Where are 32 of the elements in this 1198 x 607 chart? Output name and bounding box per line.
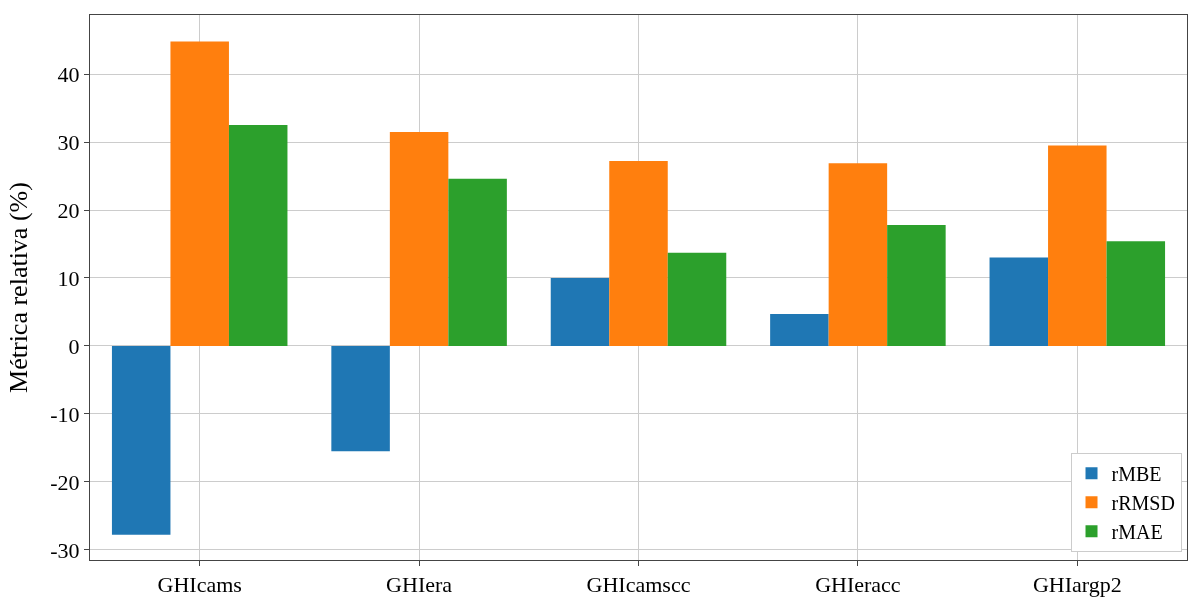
bar: [989, 257, 1049, 346]
bar: [1106, 241, 1166, 346]
bar: [770, 314, 829, 346]
y-tick-label: 30: [57, 129, 80, 155]
x-tick-label: GHIeracc: [815, 572, 901, 598]
y-tick-label: -10: [50, 401, 80, 427]
y-tick-label: -30: [50, 537, 80, 563]
bar: [667, 252, 727, 346]
bar: [448, 178, 507, 346]
bar: [609, 161, 668, 346]
y-tick-label: 10: [57, 265, 80, 291]
y-tick-label: -20: [50, 469, 80, 495]
x-tick-label: GHIcamscc: [586, 572, 691, 598]
legend-label: rRMSD: [1111, 492, 1175, 515]
bar: [331, 345, 390, 452]
bar: [550, 277, 610, 346]
bar: [887, 224, 946, 346]
bar: [828, 163, 888, 346]
bar: [1048, 145, 1107, 346]
x-tick-label: GHIcams: [157, 572, 242, 598]
x-tick-label: GHIargp2: [1032, 572, 1122, 598]
bar: [111, 345, 171, 535]
legend-label: rMAE: [1111, 521, 1163, 544]
x-tick-label: GHIera: [386, 572, 453, 598]
legend-label: rMBE: [1111, 463, 1162, 486]
bar: [228, 125, 288, 346]
y-tick-label: 20: [57, 197, 80, 223]
bar: [389, 131, 449, 346]
y-tick-label: 0: [68, 333, 80, 359]
y-tick-label: 40: [57, 61, 80, 87]
bar: [170, 41, 229, 346]
y-axis-title: Métrica relativa (%): [3, 182, 33, 393]
